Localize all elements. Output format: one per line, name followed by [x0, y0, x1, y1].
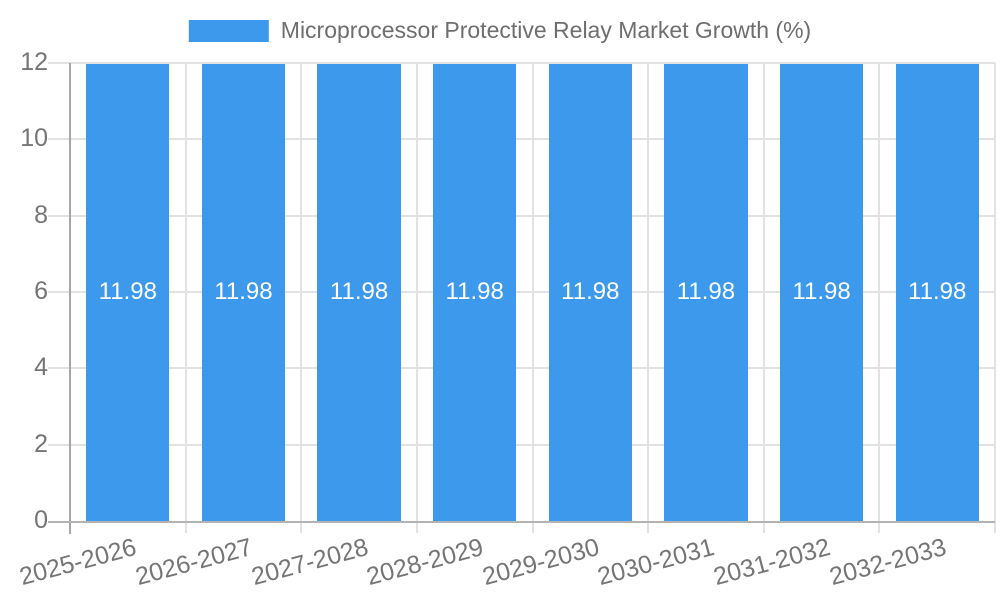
category-boundary-line [300, 63, 303, 533]
bar-value-label: 11.98 [561, 278, 620, 306]
x-axis-line [48, 521, 995, 523]
bar-slot: 11.98 [301, 63, 417, 521]
x-tick-label: 2029-2030 [479, 533, 603, 592]
bar[interactable]: 11.98 [317, 63, 401, 521]
category-boundary-line [531, 63, 534, 533]
y-axis-line [69, 63, 71, 534]
x-tick-label: 2031-2032 [710, 533, 834, 592]
x-tick-label: 2025-2026 [16, 533, 140, 592]
y-tick-label: 12 [20, 48, 48, 76]
legend-swatch [188, 19, 269, 42]
bar-slot: 11.98 [648, 63, 764, 521]
gridline [48, 214, 995, 217]
bar-slot: 11.98 [879, 63, 995, 521]
y-tick-label: 4 [34, 353, 48, 382]
bar-value-label: 11.98 [908, 278, 967, 306]
bar-slot: 11.98 [533, 63, 649, 521]
bar-value-label: 11.98 [445, 278, 504, 306]
plot-area: 11.98 11.98 11.98 11.98 11.98 11.98 11.98 11.98… [17, 50, 996, 591]
category-boundary-line [762, 63, 765, 533]
y-tick-label: 8 [34, 200, 48, 229]
y-tick-label: 10 [20, 124, 48, 153]
x-tick-label: 2030-2031 [594, 533, 718, 592]
bar-value-label: 11.98 [676, 278, 736, 306]
category-boundary-line [878, 63, 881, 533]
bar-value-label: 11.98 [792, 278, 851, 306]
bar-slot: 11.98 [417, 63, 533, 521]
bar[interactable]: 11.98 [86, 63, 170, 521]
gridline [48, 138, 995, 141]
bar[interactable]: 11.98 [895, 63, 979, 521]
category-boundary-line [184, 63, 187, 533]
bar[interactable]: 11.98 [201, 63, 286, 521]
bars-layer: 11.98 11.98 11.98 11.98 11.98 11.98 11.98 11.98 [70, 63, 995, 521]
category-boundary-line [647, 63, 650, 533]
bar-value-label: 11.98 [214, 278, 273, 306]
bar[interactable]: 11.98 [433, 63, 517, 521]
x-tick-label: 2028-2029 [363, 533, 487, 592]
bar[interactable]: 11.98 [779, 63, 864, 521]
x-tick-label: 2027-2028 [248, 533, 371, 592]
gridline [48, 291, 995, 293]
y-tick-label: 2 [34, 429, 48, 458]
bar-value-label: 11.98 [98, 278, 157, 306]
y-tick-label: 6 [34, 277, 48, 305]
bar-slot: 11.98 [70, 63, 186, 521]
bar[interactable]: 11.98 [664, 63, 748, 521]
bar-slot: 11.98 [186, 63, 302, 521]
gridline [48, 367, 995, 370]
bar[interactable]: 11.98 [548, 63, 632, 521]
category-boundary-line [415, 63, 418, 533]
chart-legend[interactable]: Microprocessor Protective Relay Market G… [188, 17, 812, 43]
gridline [48, 443, 995, 446]
y-tick-label: 0 [34, 506, 48, 534]
gridline [48, 62, 995, 64]
x-tick-label: 2032-2033 [826, 533, 949, 592]
x-tick-label: 2026-2027 [132, 533, 256, 592]
bar-slot: 11.98 [764, 63, 880, 521]
bar-value-label: 11.98 [329, 278, 389, 306]
category-boundary-line [994, 63, 996, 533]
legend-label: Microprocessor Protective Relay Market G… [280, 17, 812, 43]
